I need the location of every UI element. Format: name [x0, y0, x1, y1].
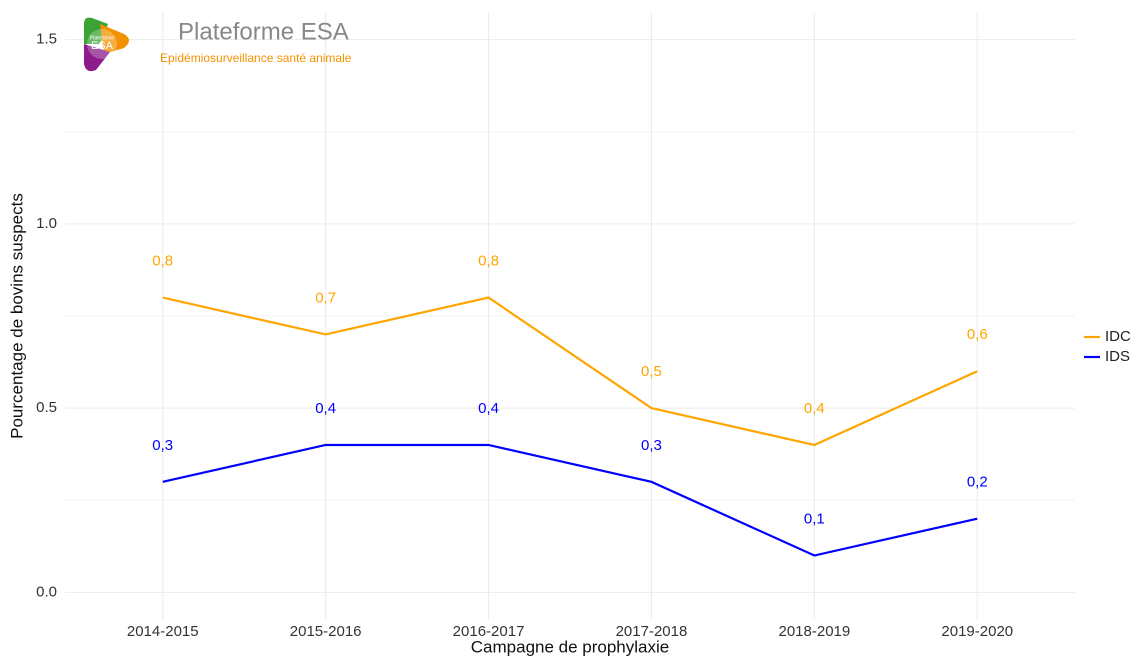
line — [162, 443, 978, 557]
logo: Plateforme ESA Plateforme ESA Epidémiosu… — [84, 17, 352, 72]
data-label: 0,8 — [152, 253, 173, 270]
data-label: 0,4 — [315, 400, 336, 417]
y-axis-title: Pourcentage de bovins suspects — [7, 193, 26, 439]
logo-center — [87, 29, 117, 59]
x-axis-title: Campagne de prophylaxie — [471, 637, 669, 656]
data-label: 0,2 — [967, 474, 988, 491]
data-label: 0,6 — [967, 326, 988, 343]
data-label: 0,7 — [315, 289, 336, 306]
data-label: 0,3 — [641, 437, 662, 454]
logo-title: Plateforme ESA — [178, 18, 349, 45]
data-label: 0,5 — [641, 363, 662, 380]
y-tick-label: 0.0 — [36, 583, 57, 600]
data-label: 0,4 — [478, 400, 499, 417]
x-tick-label: 2019-2020 — [941, 623, 1013, 640]
logo-badge: ESA — [91, 40, 114, 52]
legend-label: IDC — [1105, 328, 1131, 345]
x-tick-label: 2015-2016 — [290, 623, 362, 640]
data-label: 0,8 — [478, 253, 499, 270]
x-tick-label: 2014-2015 — [127, 623, 199, 640]
x-tick-label: 2016-2017 — [453, 623, 525, 640]
x-tick-label: 2018-2019 — [778, 623, 850, 640]
data-label: 0,1 — [804, 510, 825, 527]
y-tick-label: 1.5 — [36, 31, 57, 48]
data-label: 0,4 — [804, 400, 825, 417]
logo-shape — [100, 24, 129, 54]
plot: 0.0 0.5 1.0 1.5 2014-2015 2015-2016 2016-2017 2… — [36, 31, 1131, 640]
data-label: 0,3 — [152, 437, 173, 454]
x-tick-label: 2017-2018 — [616, 623, 688, 640]
y-tick-label: 1.0 — [36, 215, 57, 232]
line — [162, 296, 978, 447]
logo-badge-top: Plateforme — [90, 35, 114, 41]
logo-shape — [84, 44, 110, 72]
grid — [65, 12, 1075, 620]
logo-subtitle: Epidémiosurveillance santé animale — [160, 51, 352, 65]
y-tick-label: 0.5 — [36, 399, 57, 416]
legend-label: IDS — [1105, 348, 1130, 365]
